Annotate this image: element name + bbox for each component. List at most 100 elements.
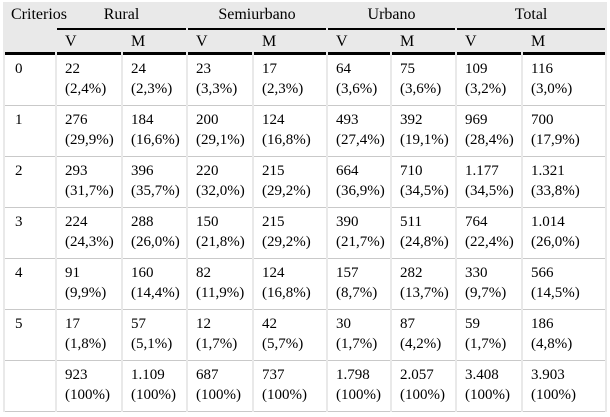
value-cell: 3.903 (100%) xyxy=(523,361,606,412)
percent-value: (24,3%) xyxy=(65,234,114,250)
subheader-semiurbano-v: V xyxy=(188,30,253,55)
count-value: 969 xyxy=(465,112,488,128)
percent-value: (3,3%) xyxy=(196,81,238,97)
criterion-cell: 5 xyxy=(5,310,55,361)
count-value: 186 xyxy=(531,316,554,332)
value-cell: 1.321 (33,8%) xyxy=(523,157,606,208)
count-value: 282 xyxy=(400,265,423,281)
percent-value: (32,0%) xyxy=(196,183,245,199)
value-cell: 17 (2,3%) xyxy=(254,55,327,106)
value-cell: 220 (32,0%) xyxy=(188,157,253,208)
value-cell: 157 (8,7%) xyxy=(328,259,391,310)
count-value: 42 xyxy=(262,316,278,332)
percent-value: (21,7%) xyxy=(336,234,385,250)
percent-value: (13,7%) xyxy=(400,285,449,301)
value-cell: 2.057 (100%) xyxy=(392,361,456,412)
percent-value: (100%) xyxy=(262,387,308,403)
percent-value: (1,8%) xyxy=(65,336,107,352)
count-value: 3.408 xyxy=(465,367,499,383)
value-cell: 12 (1,7%) xyxy=(188,310,253,361)
count-value: 3.903 xyxy=(531,367,565,383)
group-header-row: Criterios Rural Semiurbano Urbano Total xyxy=(5,2,606,55)
value-cell: 87 (4,2%) xyxy=(392,310,456,361)
count-value: 64 xyxy=(336,61,352,77)
count-value: 17 xyxy=(262,61,278,77)
count-value: 82 xyxy=(196,265,212,281)
criterion-cell xyxy=(5,361,55,412)
percent-value: (29,9%) xyxy=(65,132,114,148)
value-cell: 124 (16,8%) xyxy=(254,106,327,157)
value-cell: 282 (13,7%) xyxy=(392,259,456,310)
table-row: 0 22 (2,4%) 24 (2,3%) 23 (3,3%) 17 (2,3%) 64 (3,6%… xyxy=(5,55,606,106)
count-value: 184 xyxy=(131,112,154,128)
percent-value: (11,9%) xyxy=(196,285,245,301)
percent-value: (29,1%) xyxy=(196,132,245,148)
percent-value: (2,3%) xyxy=(262,81,304,97)
count-value: 392 xyxy=(400,112,423,128)
percent-value: (36,9%) xyxy=(336,183,385,199)
value-cell: 186 (4,8%) xyxy=(523,310,606,361)
percent-value: (5,7%) xyxy=(262,336,304,352)
count-value: 396 xyxy=(131,163,154,179)
count-value: 124 xyxy=(262,265,285,281)
percent-value: (29,2%) xyxy=(262,183,311,199)
value-cell: 150 (21,8%) xyxy=(188,208,253,259)
criterion-cell: 2 xyxy=(5,157,55,208)
count-value: 1.014 xyxy=(531,214,565,230)
count-value: 150 xyxy=(196,214,219,230)
count-value: 493 xyxy=(336,112,359,128)
criteria-frequency-table: Criterios Rural Semiurbano Urbano Total … xyxy=(3,2,608,412)
count-value: 276 xyxy=(65,112,88,128)
percent-value: (22,4%) xyxy=(465,234,514,250)
count-value: 17 xyxy=(65,316,80,332)
percent-value: (27,4%) xyxy=(336,132,385,148)
criteria-column-header: Criterios xyxy=(5,2,67,55)
value-cell: 1.014 (26,0%) xyxy=(523,208,606,259)
count-value: 764 xyxy=(465,214,488,230)
value-cell: 59 (1,7%) xyxy=(457,310,522,361)
count-value: 288 xyxy=(131,214,154,230)
subheader-total-m: M xyxy=(523,30,606,55)
subheader-total-v: V xyxy=(457,30,522,55)
percent-value: (26,0%) xyxy=(131,234,180,250)
percent-value: (2,3%) xyxy=(131,81,173,97)
table-row: 1 276 (29,9%) 184 (16,6%) 200 (29,1%) 124 (16,8%… xyxy=(5,106,606,157)
percent-value: (3,6%) xyxy=(400,81,442,97)
count-value: 923 xyxy=(65,367,88,383)
value-cell: 57 (5,1%) xyxy=(123,310,187,361)
value-cell: 1.798 (100%) xyxy=(328,361,391,412)
percent-value: (3,0%) xyxy=(531,81,573,97)
value-cell: 764 (22,4%) xyxy=(457,208,522,259)
count-value: 30 xyxy=(336,316,352,332)
value-cell: 396 (35,7%) xyxy=(123,157,187,208)
percent-value: (16,8%) xyxy=(262,285,311,301)
criterion-cell: 0 xyxy=(5,55,55,106)
criterion-cell: 4 xyxy=(5,259,55,310)
count-value: 687 xyxy=(196,367,219,383)
count-value: 116 xyxy=(531,61,553,77)
table-row: 2 293 (31,7%) 396 (35,7%) 220 (32,0%) 215 (29,2%… xyxy=(5,157,606,208)
percent-value: (2,4%) xyxy=(65,81,107,97)
group-header-rural: Rural xyxy=(57,2,187,30)
count-value: 157 xyxy=(336,265,359,281)
value-cell: 184 (16,6%) xyxy=(123,106,187,157)
percent-value: (100%) xyxy=(336,387,382,403)
value-cell: 215 (29,2%) xyxy=(254,157,327,208)
count-value: 22 xyxy=(65,61,80,77)
group-header-total: Total xyxy=(457,2,606,30)
count-value: 87 xyxy=(400,316,416,332)
value-cell: 116 (3,0%) xyxy=(523,55,606,106)
value-cell: 392 (19,1%) xyxy=(392,106,456,157)
percent-value: (24,8%) xyxy=(400,234,449,250)
count-value: 215 xyxy=(262,163,285,179)
count-value: 710 xyxy=(400,163,423,179)
percent-value: (16,8%) xyxy=(262,132,311,148)
percent-value: (100%) xyxy=(131,387,176,403)
count-value: 220 xyxy=(196,163,219,179)
percent-value: (100%) xyxy=(465,387,511,403)
percent-value: (1,7%) xyxy=(196,336,238,352)
count-value: 91 xyxy=(65,265,80,281)
value-cell: 511 (24,8%) xyxy=(392,208,456,259)
percent-value: (29,2%) xyxy=(262,234,311,250)
